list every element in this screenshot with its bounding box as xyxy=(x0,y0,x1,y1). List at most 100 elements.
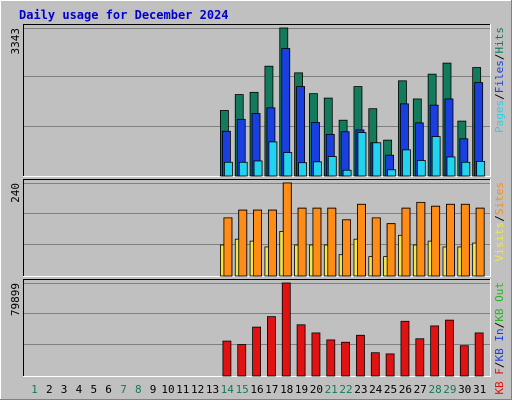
bar-kbf-day-18-outline xyxy=(281,282,291,377)
bar-pages-day-19 xyxy=(298,162,307,176)
day-label-22: 22 xyxy=(339,383,352,396)
day-label-16: 16 xyxy=(250,383,263,396)
bar-kbf-day-18 xyxy=(282,283,291,376)
bar-sites-front-day-15 xyxy=(238,210,247,276)
day-label-1: 1 xyxy=(31,383,38,396)
bar-kbf-day-19-outline xyxy=(296,324,306,377)
bar-pages-day-31-outline xyxy=(476,160,486,177)
day-label-5: 5 xyxy=(90,383,97,396)
bar-kbf-day-23-outline xyxy=(356,334,365,377)
bar-sites-front-day-27 xyxy=(416,202,425,276)
bar-kbf-day-24 xyxy=(371,352,380,376)
bar-sites-front-day-22 xyxy=(342,219,351,276)
bar-sites-front-day-19 xyxy=(298,208,307,276)
day-label-10: 10 xyxy=(161,383,174,396)
bar-pages-day-30 xyxy=(461,162,470,176)
legend-entry: / xyxy=(493,54,506,61)
day-label-27: 27 xyxy=(414,383,427,396)
bar-kbf-day-14-outline xyxy=(222,340,232,377)
bar-kbf-day-27-outline xyxy=(415,338,425,377)
day-label-4: 4 xyxy=(76,383,83,396)
bar-kbf-day-16 xyxy=(252,327,261,376)
bar-kbf-day-28 xyxy=(430,325,439,376)
bar-kbf-day-15-outline xyxy=(237,344,247,377)
bar-kbf-day-14 xyxy=(222,341,231,376)
bar-kbf-day-29-outline xyxy=(445,319,454,377)
bar-files-day-16 xyxy=(252,113,261,176)
bar-hits-day-24 xyxy=(368,108,377,176)
bar-sites-front-day-31 xyxy=(476,208,485,276)
legend-entry: KB F xyxy=(493,368,506,395)
bar-files-day-26 xyxy=(400,103,409,176)
bar-pages-day-18-outline xyxy=(283,152,293,177)
bar-pages-day-14 xyxy=(224,162,233,176)
bar-files-day-27 xyxy=(415,122,424,176)
bar-kbf-day-21 xyxy=(326,339,335,376)
bar-sites-front-day-19-outline xyxy=(297,207,307,277)
bar-sites-front-day-20 xyxy=(312,208,321,276)
bar-pages-day-20 xyxy=(313,161,322,176)
day-label-7: 7 xyxy=(120,383,127,396)
bar-kbf-day-29 xyxy=(445,320,454,376)
bar-sites-front-day-22-outline xyxy=(342,219,352,277)
bar-kbf-day-28-outline xyxy=(430,325,440,377)
legend-entry: / xyxy=(493,215,506,222)
day-label-3: 3 xyxy=(61,383,68,396)
bar-files-day-18 xyxy=(281,48,290,176)
bar-pages-day-21-outline xyxy=(327,156,337,177)
panel-1-legend: Pages/Files/Hits xyxy=(493,27,506,133)
day-label-23: 23 xyxy=(354,383,367,396)
bar-pages-day-30-outline xyxy=(461,161,471,177)
bar-pages-day-23 xyxy=(357,132,366,176)
bar-pages-day-21 xyxy=(328,156,337,176)
day-label-31: 31 xyxy=(473,383,486,396)
day-label-8: 8 xyxy=(135,383,142,396)
bar-kbf-day-30 xyxy=(460,345,469,376)
panel-3-legend: KB F/KB In/KB Out xyxy=(493,282,506,395)
bar-pages-day-26-outline xyxy=(402,149,411,177)
legend-entry: Pages xyxy=(493,100,506,133)
bar-kbf-day-15 xyxy=(237,344,246,376)
day-labels: 1 2 3 4 5 6 7 8 9 10 11 12 13 14 15 16 17 18 19 20 21 22 23 24 2… xyxy=(31,383,486,396)
bar-pages-day-31 xyxy=(476,161,485,176)
bar-pages-day-28-outline xyxy=(431,136,441,177)
bar-kbf-day-31-outline xyxy=(474,332,484,377)
bar-pages-day-27-outline xyxy=(416,160,426,177)
bar-sites-front-day-16-outline xyxy=(253,209,262,277)
bar-pages-day-17 xyxy=(268,141,277,176)
bar-files-day-14 xyxy=(222,131,231,176)
bar-sites-front-day-21 xyxy=(327,208,336,276)
panel-2-max-label: 240 xyxy=(9,183,22,203)
bar-sites-front-day-14-outline xyxy=(223,217,233,277)
bar-sites-front-day-26-outline xyxy=(401,207,411,277)
bar-sites-front-day-29 xyxy=(446,204,455,276)
bar-files-day-25 xyxy=(385,155,394,176)
bar-pages-day-23-outline xyxy=(357,132,367,177)
bar-kbf-day-16-outline xyxy=(252,326,261,377)
day-label-25: 25 xyxy=(384,383,397,396)
bar-kbf-day-17 xyxy=(267,316,276,376)
bar-sites-front-day-17 xyxy=(268,210,277,276)
bar-kbf-day-26-outline xyxy=(400,320,410,377)
bar-sites-front-day-23-outline xyxy=(357,203,366,277)
legend-entry: KB Out xyxy=(493,282,506,322)
bar-pages-day-27 xyxy=(417,160,426,176)
bar-pages-day-25 xyxy=(387,169,396,176)
bar-sites-front-day-16 xyxy=(253,210,262,276)
bar-sites-front-day-25 xyxy=(387,223,396,276)
bar-kbf-day-20 xyxy=(311,332,320,376)
legend-entry: / xyxy=(493,93,506,100)
bar-sites-front-day-29-outline xyxy=(446,203,455,277)
bar-files-day-22 xyxy=(341,131,350,176)
legend-entry: Files xyxy=(493,60,506,93)
bar-kbf-day-27 xyxy=(415,338,424,376)
bar-sites-front-day-30-outline xyxy=(460,203,470,277)
bar-pages-day-18 xyxy=(283,152,292,176)
bar-files-day-30 xyxy=(459,138,468,176)
day-label-14: 14 xyxy=(221,383,235,396)
bar-pages-day-22-outline xyxy=(342,169,352,177)
bar-sites-front-day-31-outline xyxy=(475,207,485,277)
bar-sites-front-day-18 xyxy=(283,183,292,276)
